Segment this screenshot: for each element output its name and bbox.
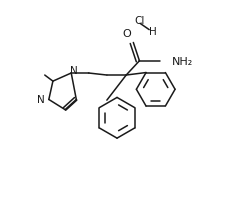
- Text: N: N: [37, 95, 44, 105]
- Text: H: H: [148, 27, 156, 37]
- Text: O: O: [122, 29, 130, 39]
- Text: N: N: [70, 66, 78, 75]
- Text: Cl: Cl: [134, 16, 144, 26]
- Text: NH₂: NH₂: [171, 57, 192, 67]
